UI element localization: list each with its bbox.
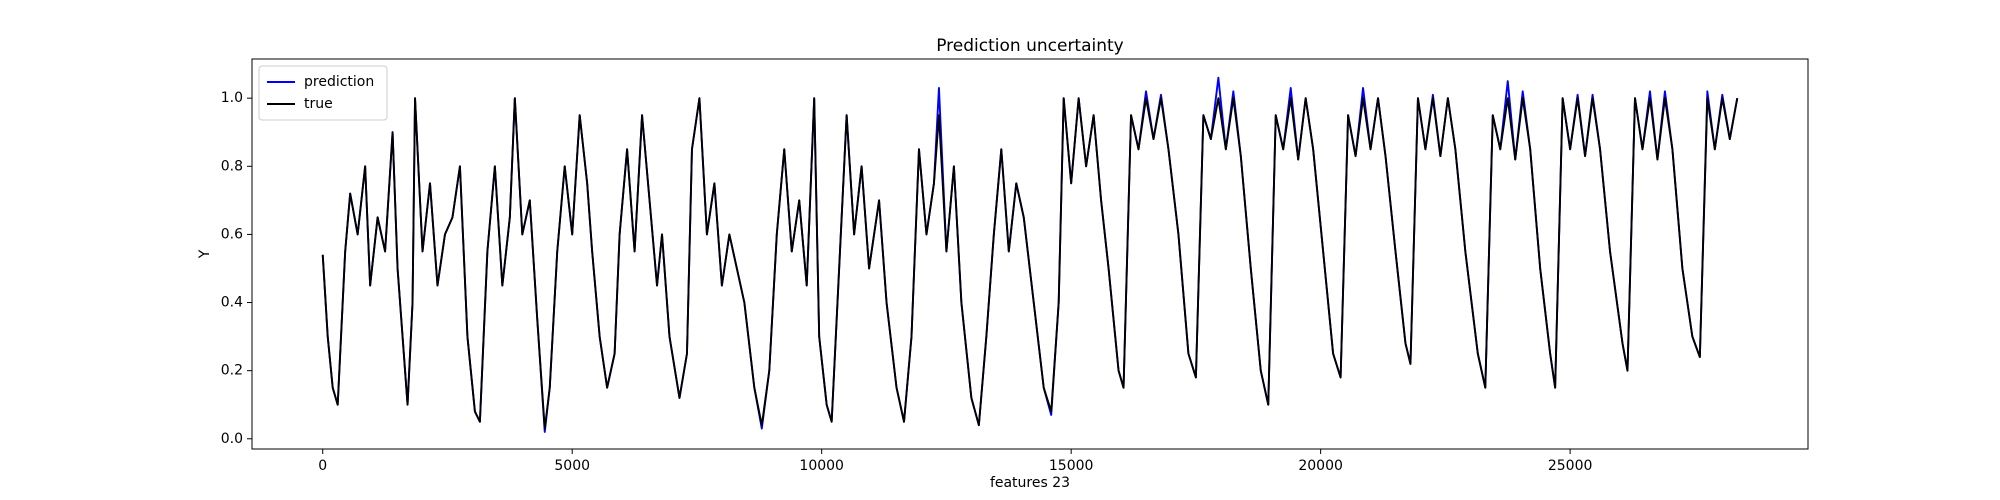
y-tick-label: 0.4 — [221, 295, 243, 311]
x-tick-label: 25000 — [1548, 458, 1593, 474]
x-axis-label: features 23 — [990, 475, 1070, 491]
legend-label: prediction — [304, 74, 374, 90]
y-tick-label: 0.2 — [221, 363, 243, 379]
x-tick-label: 0 — [318, 458, 327, 474]
y-tick-label: 0.6 — [221, 226, 243, 242]
x-tick-label: 5000 — [554, 458, 590, 474]
x-tick-label: 20000 — [1298, 458, 1343, 474]
legend-box — [258, 65, 388, 121]
y-axis-label: Y — [197, 249, 213, 259]
legend-label: true — [304, 96, 333, 112]
x-tick-label: 10000 — [799, 458, 844, 474]
y-tick-label: 1.0 — [221, 90, 243, 106]
series-line — [321, 97, 1739, 430]
y-tick-label: 0.0 — [221, 431, 243, 447]
plot-frame — [251, 58, 1809, 450]
y-tick-label: 0.8 — [221, 158, 243, 174]
chart-title: Prediction uncertainty — [936, 36, 1124, 56]
x-tick-label: 15000 — [1049, 458, 1094, 474]
